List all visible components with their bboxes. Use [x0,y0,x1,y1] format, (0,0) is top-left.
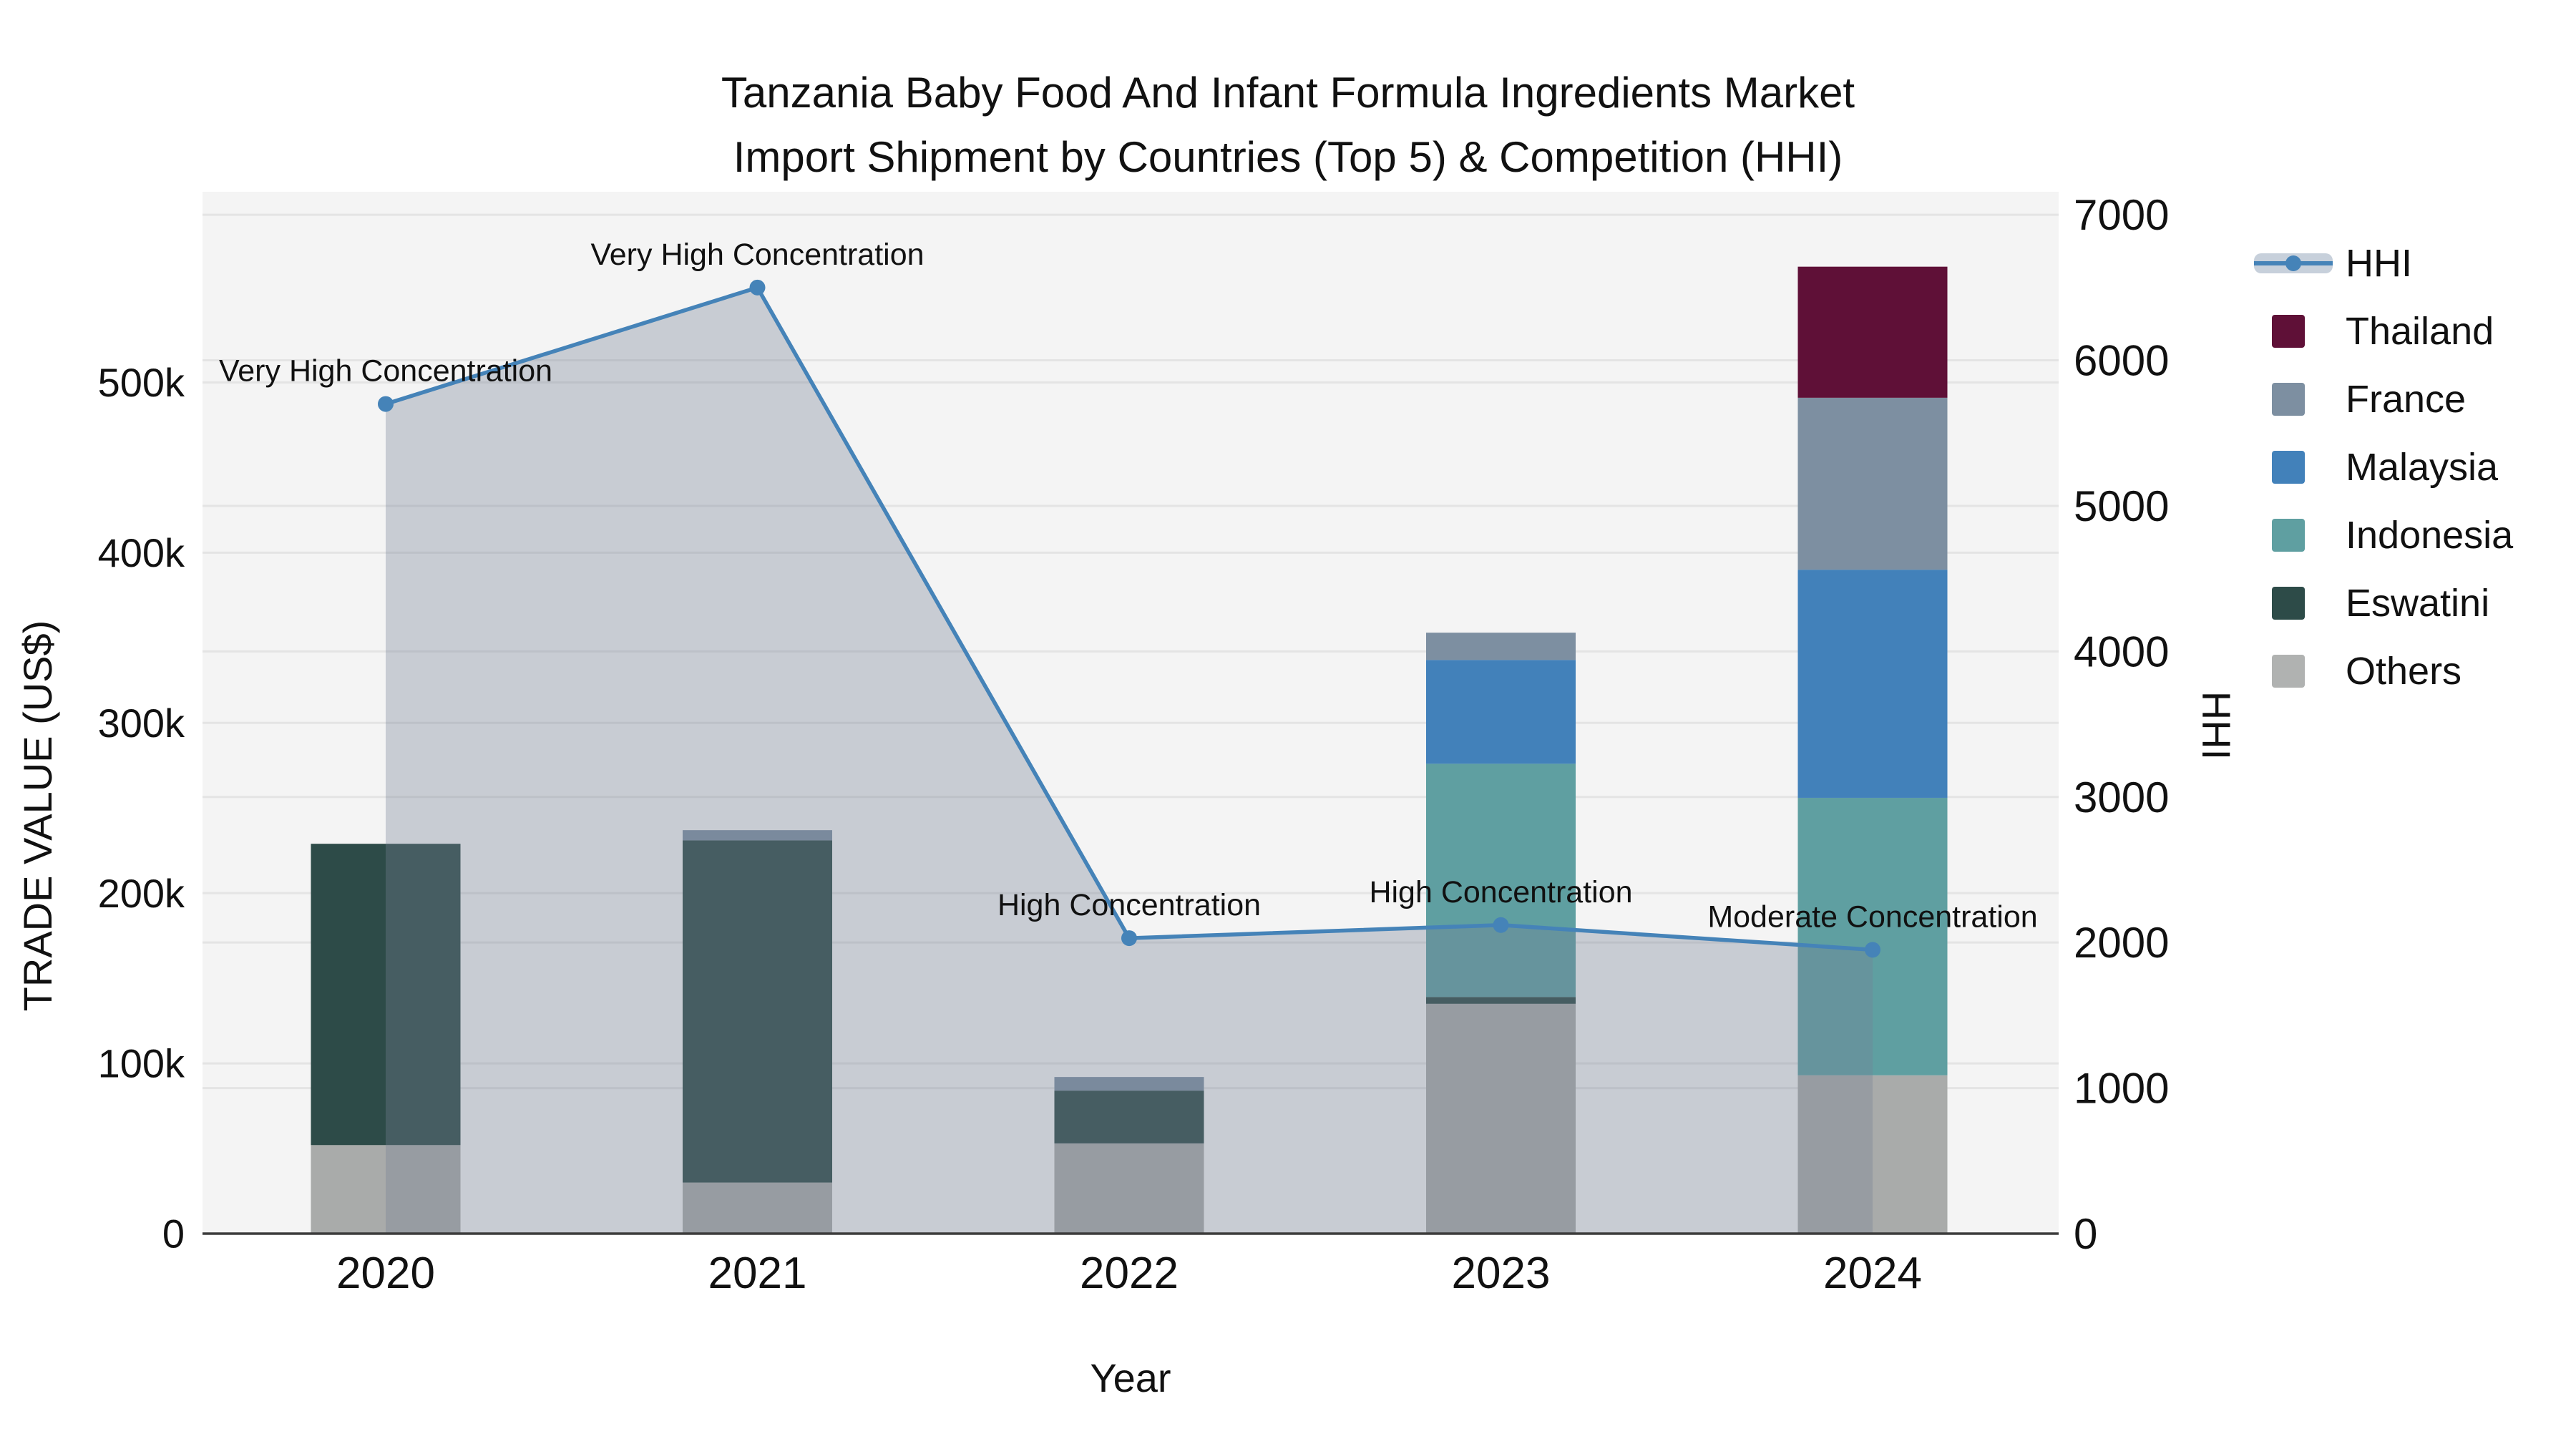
y-right-tick-4000: 4000 [2074,628,2169,675]
legend-swatch-indonesia [2254,514,2333,557]
x-axis-title: Year [1090,1355,1171,1400]
hhi-marker-2021[interactable] [749,279,766,296]
x-tick-2023: 2023 [1452,1249,1551,1298]
legend-swatch-eswatini [2254,582,2333,625]
legend-label: HHI [2346,241,2412,285]
bar-indonesia-2024[interactable] [1797,797,1948,1075]
annotation-2021: Very High Concentration [590,238,924,272]
color-swatch-icon [2272,450,2305,484]
bar-malaysia-2024[interactable] [1797,570,1948,798]
legend-item-france[interactable]: France [2254,365,2569,433]
legend-item-others[interactable]: Others [2254,637,2569,705]
legend-swatch-france [2254,378,2333,421]
legend-label: Malaysia [2346,445,2499,489]
color-swatch-icon [2272,382,2305,416]
legend-label: France [2346,377,2467,421]
chart-title-line1: Tanzania Baby Food And Infant Formula In… [721,69,1855,117]
bar-others-2021[interactable] [683,1182,832,1234]
bar-others-2023[interactable] [1426,1003,1576,1234]
y-right-tick-0: 0 [2074,1210,2097,1258]
legend-label: Indonesia [2346,513,2514,557]
bar-eswatini-2020[interactable] [311,844,461,1146]
annotation-2024: Moderate Concentration [1707,899,2037,934]
hhi-area-fill [386,287,1873,1234]
color-swatch-icon [2272,654,2305,688]
bar-eswatini-2021[interactable] [683,840,832,1183]
bar-eswatini-2023[interactable] [1426,997,1576,1004]
y-right-tick-6000: 6000 [2074,337,2169,385]
legend-label: Thailand [2346,309,2494,353]
annotation-2020: Very High Concentration [219,354,552,389]
bar-eswatini-2022[interactable] [1054,1091,1204,1143]
color-swatch-icon [2272,314,2305,348]
y-left-axis-title: TRADE VALUE (US$) [15,620,60,1012]
legend-label: Others [2346,649,2462,693]
bar-malaysia-2023[interactable] [1426,660,1576,764]
y-left-tick-200k: 200k [98,871,185,916]
y-right-tick-7000: 7000 [2074,191,2169,239]
y-right-axis-title: HHI [2194,691,2239,760]
legend-marker-dot-icon [2285,255,2301,271]
hhi-marker-2020[interactable] [378,396,394,412]
x-tick-2024: 2024 [1823,1249,1922,1298]
y-left-tick-400k: 400k [98,530,185,575]
color-swatch-icon [2272,586,2305,620]
hhi-marker-2024[interactable] [1865,942,1880,958]
bar-france-2023[interactable] [1426,633,1576,660]
bar-others-2022[interactable] [1054,1143,1204,1234]
chart-title: Tanzania Baby Food And Infant Formula In… [0,61,2576,190]
legend-item-malaysia[interactable]: Malaysia [2254,433,2569,501]
hhi-marker-2022[interactable] [1121,930,1137,947]
x-tick-2020: 2020 [336,1249,435,1298]
bar-indonesia-2023[interactable] [1426,763,1576,997]
legend-item-eswatini[interactable]: Eswatini [2254,569,2569,637]
bar-france-2024[interactable] [1797,397,1948,570]
legend-label: Eswatini [2346,581,2490,625]
x-tick-2022: 2022 [1080,1249,1179,1298]
hhi-marker-2023[interactable] [1493,917,1509,933]
legend-item-indonesia[interactable]: Indonesia [2254,501,2569,569]
x-tick-2021: 2021 [708,1249,807,1298]
legend-item-hhi[interactable]: HHI [2254,229,2569,297]
legend-swatch-others [2254,650,2333,693]
hhi-line-legend-icon [2254,242,2333,285]
legend-item-thailand[interactable]: Thailand [2254,297,2569,365]
bar-others-2024[interactable] [1797,1075,1948,1234]
y-left-tick-100k: 100k [98,1041,185,1086]
y-left-tick-0: 0 [162,1211,185,1257]
bar-thailand-2024[interactable] [1797,266,1948,398]
legend: HHI Thailand France Malaysia Indonesia Eswati… [2254,229,2569,705]
bar-france-2022[interactable] [1054,1077,1204,1091]
bar-others-2020[interactable] [311,1145,461,1234]
y-right-tick-5000: 5000 [2074,482,2169,530]
bar-france-2021[interactable] [683,830,832,841]
annotation-2023: High Concentration [1369,875,1632,909]
y-right-tick-3000: 3000 [2074,774,2169,821]
color-swatch-icon [2272,518,2305,552]
y-right-tick-2000: 2000 [2074,919,2169,967]
legend-swatch-thailand [2254,310,2333,353]
legend-swatch-malaysia [2254,446,2333,489]
y-left-tick-500k: 500k [98,360,185,405]
annotation-2022: High Concentration [997,888,1261,922]
y-left-tick-300k: 300k [98,701,185,746]
chart-title-line2: Import Shipment by Countries (Top 5) & C… [733,133,1843,181]
y-right-tick-1000: 1000 [2074,1065,2169,1113]
